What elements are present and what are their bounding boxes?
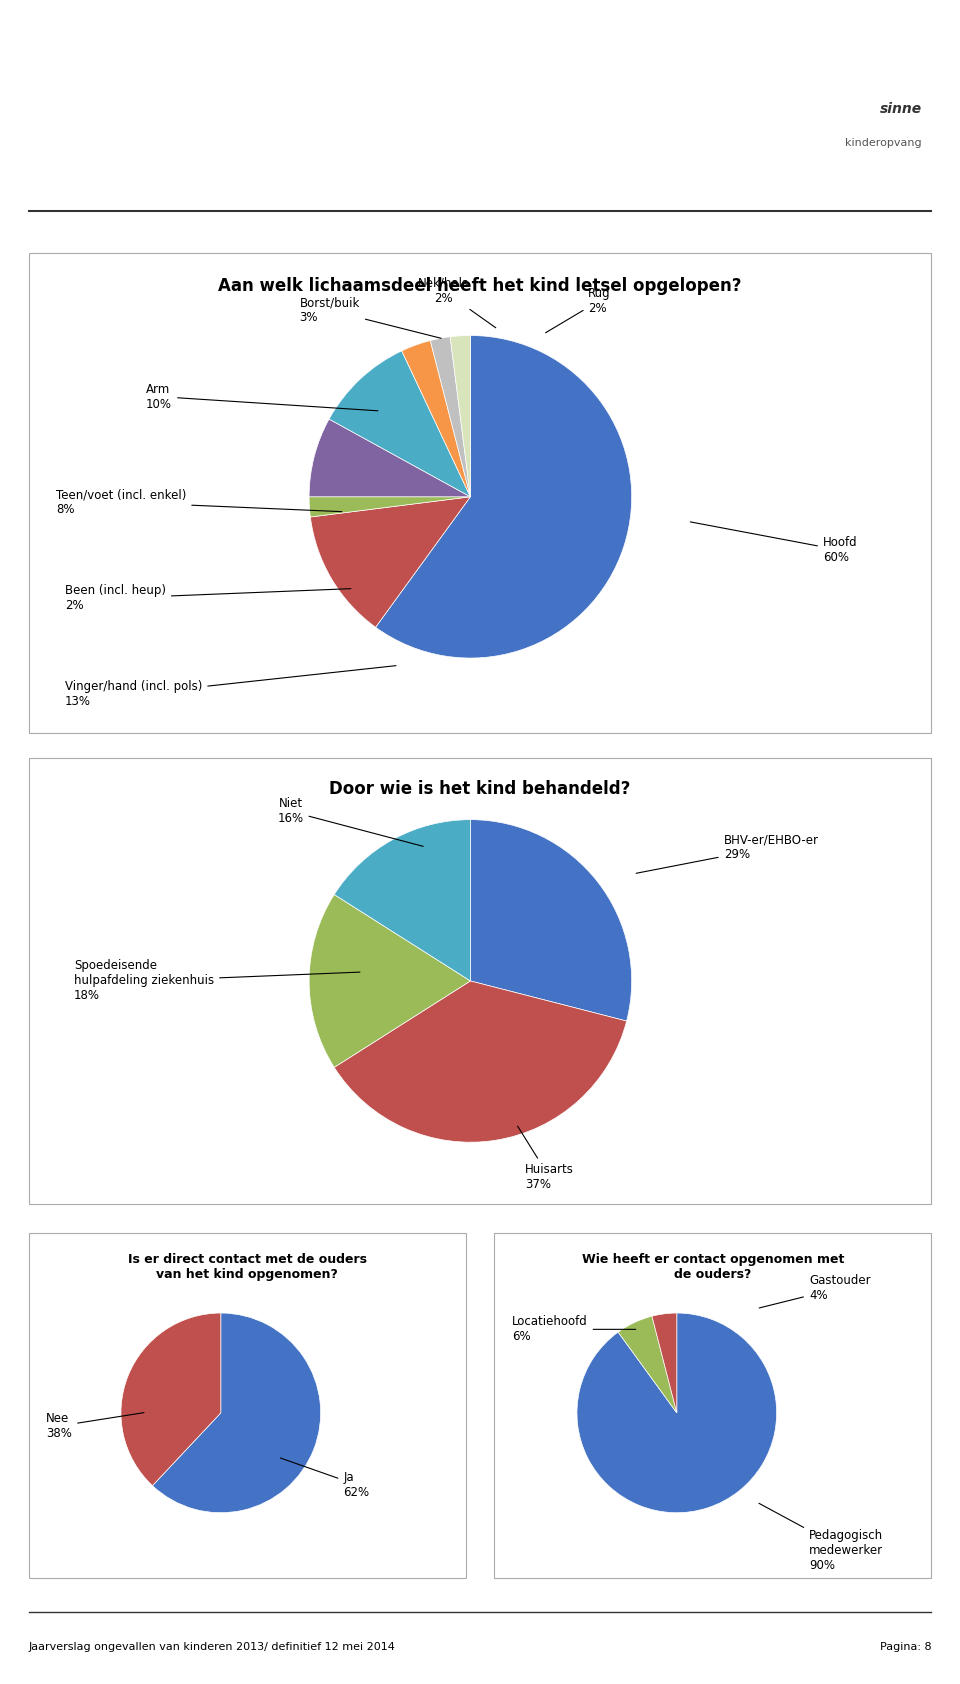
Wedge shape — [470, 820, 632, 1021]
Text: Ja
62%: Ja 62% — [280, 1458, 370, 1499]
Wedge shape — [310, 497, 470, 626]
Text: Rug
2%: Rug 2% — [545, 286, 611, 333]
Wedge shape — [334, 980, 627, 1142]
Text: Niet
16%: Niet 16% — [277, 797, 423, 847]
Text: Nee
38%: Nee 38% — [46, 1411, 144, 1440]
Text: Been (incl. heup)
2%: Been (incl. heup) 2% — [65, 584, 351, 613]
Wedge shape — [309, 894, 470, 1068]
Text: Huisarts
37%: Huisarts 37% — [517, 1127, 574, 1191]
Wedge shape — [309, 497, 470, 517]
Text: Is er direct contact met de ouders
van het kind opgenomen?: Is er direct contact met de ouders van h… — [128, 1253, 367, 1282]
Text: Hoofd
60%: Hoofd 60% — [690, 522, 857, 564]
Wedge shape — [329, 350, 470, 497]
Text: Spoedeisende
hulpafdeling ziekenhuis
18%: Spoedeisende hulpafdeling ziekenhuis 18% — [74, 960, 360, 1002]
Wedge shape — [309, 419, 470, 497]
Text: Borst/buik
3%: Borst/buik 3% — [300, 296, 442, 338]
Text: Pagina: 8: Pagina: 8 — [879, 1642, 931, 1652]
Text: Aan welk lichaamsdeel heeft het kind letsel opgelopen?: Aan welk lichaamsdeel heeft het kind let… — [218, 276, 742, 295]
Wedge shape — [153, 1314, 321, 1512]
Text: Door wie is het kind behandeld?: Door wie is het kind behandeld? — [329, 780, 631, 798]
Text: Jaarverslag ongevallen van kinderen 2013/ definitief 12 mei 2014: Jaarverslag ongevallen van kinderen 2013… — [29, 1642, 396, 1652]
Wedge shape — [430, 337, 470, 497]
Text: Wie heeft er contact opgenomen met
de ouders?: Wie heeft er contact opgenomen met de ou… — [582, 1253, 844, 1282]
Wedge shape — [618, 1317, 677, 1413]
Text: Pedagogisch
medewerker
90%: Pedagogisch medewerker 90% — [759, 1504, 883, 1571]
Text: Locatiehoofd
6%: Locatiehoofd 6% — [512, 1315, 636, 1344]
Wedge shape — [652, 1314, 677, 1413]
Text: BHV-er/EHBO-er
29%: BHV-er/EHBO-er 29% — [636, 834, 819, 874]
Wedge shape — [334, 820, 470, 980]
Wedge shape — [450, 335, 470, 497]
Text: Gastouder
4%: Gastouder 4% — [759, 1273, 871, 1308]
Wedge shape — [401, 340, 470, 497]
Text: kinderopvang: kinderopvang — [845, 138, 922, 148]
Wedge shape — [577, 1314, 777, 1512]
Text: Teen/voet (incl. enkel)
8%: Teen/voet (incl. enkel) 8% — [56, 488, 342, 517]
Wedge shape — [121, 1314, 221, 1485]
Text: Nek/hals
2%: Nek/hals 2% — [419, 276, 495, 328]
Text: Vinger/hand (incl. pols)
13%: Vinger/hand (incl. pols) 13% — [65, 665, 396, 709]
Text: Arm
10%: Arm 10% — [146, 382, 378, 411]
Text: sinne: sinne — [879, 103, 922, 116]
Wedge shape — [375, 335, 632, 658]
